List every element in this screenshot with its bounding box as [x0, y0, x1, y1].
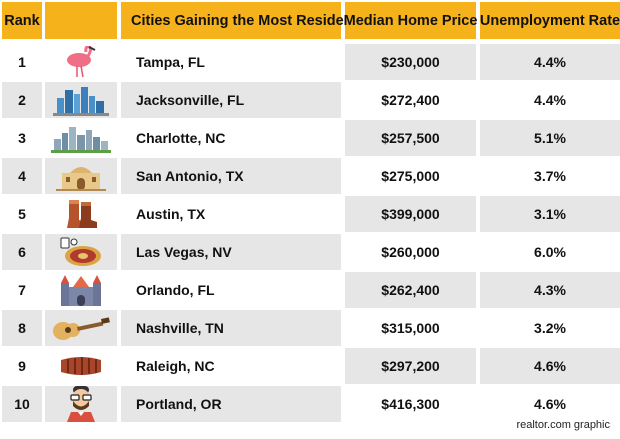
- table-header: Rank Cities Gaining the Most Residents M…: [0, 2, 620, 39]
- price-cell: $262,400: [345, 272, 476, 308]
- source-credit: realtor.com graphic: [516, 419, 610, 431]
- flamingo-icon: [45, 44, 117, 80]
- table-row: 6 Las Vegas, NV $260,000 6.0%: [0, 234, 620, 270]
- city-cell: Charlotte, NC: [136, 130, 226, 146]
- unemployment-cell: 4.6%: [480, 348, 620, 384]
- city-cell: Raleigh, NC: [136, 358, 215, 374]
- unemployment-cell: 4.4%: [480, 44, 620, 80]
- price-cell: $272,400: [381, 92, 440, 108]
- table-row: 8 Nashville, TN $315,000 3.2%: [0, 310, 620, 346]
- unemployment-cell: 4.3%: [480, 272, 620, 308]
- rank-cell: 7: [18, 282, 26, 298]
- castle-icon: [45, 272, 117, 308]
- unemployment-cell: 4.4%: [534, 92, 566, 108]
- table-row: 7 Orlando, FL $262,400 4.3%: [0, 272, 620, 308]
- rank-cell: 10: [2, 386, 42, 422]
- alamo-icon: [45, 158, 117, 194]
- price-cell: $257,500: [345, 120, 476, 156]
- city-cell: Austin, TX: [136, 206, 206, 222]
- rank-cell: 6: [2, 234, 42, 270]
- city-cell: Jacksonville, FL: [121, 82, 341, 118]
- unemployment-cell: 3.7%: [534, 168, 566, 184]
- unemployment-cell: 5.1%: [480, 120, 620, 156]
- city-cell: Las Vegas, NV: [121, 234, 341, 270]
- city-cell: Nashville, TN: [121, 310, 341, 346]
- cowboy-boots-icon: [45, 196, 117, 232]
- price-cell: $315,000: [381, 320, 440, 336]
- skyline-icon: [45, 82, 117, 118]
- header-city: Cities Gaining the Most Residents: [121, 2, 365, 39]
- unemployment-cell: 4.6%: [534, 396, 566, 412]
- hipster-man-icon: [45, 386, 117, 422]
- table-row: 5 Austin, TX $399,000 3.1%: [0, 196, 620, 232]
- table-row: 3 Charlotte, NC $257,500 5.1%: [0, 120, 620, 156]
- unemployment-cell: 6.0%: [534, 244, 566, 260]
- rank-cell: 2: [2, 82, 42, 118]
- table-row: 10 Portland, OR $416,300 4.6%: [0, 386, 620, 422]
- header-icon: [45, 2, 117, 39]
- header-unemployment: Unemployment Rate: [480, 2, 620, 39]
- rank-cell: 9: [18, 358, 26, 374]
- city-skyline-icon: [45, 120, 117, 156]
- table-row: 2 Jacksonville, FL $272,400 4.4%: [0, 82, 620, 118]
- city-cell: Orlando, FL: [136, 282, 215, 298]
- rank-cell: 8: [2, 310, 42, 346]
- unemployment-cell: 3.2%: [534, 320, 566, 336]
- table-row: 9 Raleigh, NC $297,200 4.6%: [0, 348, 620, 384]
- roulette-icon: [45, 234, 117, 270]
- header-rank: Rank: [2, 2, 42, 39]
- city-cell: Portland, OR: [121, 386, 341, 422]
- table-row: 4 San Antonio, TX $275,000 3.7%: [0, 158, 620, 194]
- guitar-icon: [45, 310, 117, 346]
- city-cell: Tampa, FL: [136, 54, 205, 70]
- city-cell: San Antonio, TX: [121, 158, 341, 194]
- unemployment-cell: 3.1%: [480, 196, 620, 232]
- rank-cell: 5: [18, 206, 26, 222]
- price-cell: $230,000: [345, 44, 476, 80]
- rank-cell: 3: [18, 130, 26, 146]
- price-cell: $275,000: [381, 168, 440, 184]
- price-cell: $399,000: [345, 196, 476, 232]
- table-row: 1 Tampa, FL $230,000 4.4%: [0, 44, 620, 80]
- ribs-icon: [45, 348, 117, 384]
- price-cell: $260,000: [381, 244, 440, 260]
- rank-cell: 1: [18, 54, 26, 70]
- price-cell: $297,200: [345, 348, 476, 384]
- price-cell: $416,300: [381, 396, 440, 412]
- rank-cell: 4: [2, 158, 42, 194]
- header-price: Median Home Price: [344, 2, 477, 39]
